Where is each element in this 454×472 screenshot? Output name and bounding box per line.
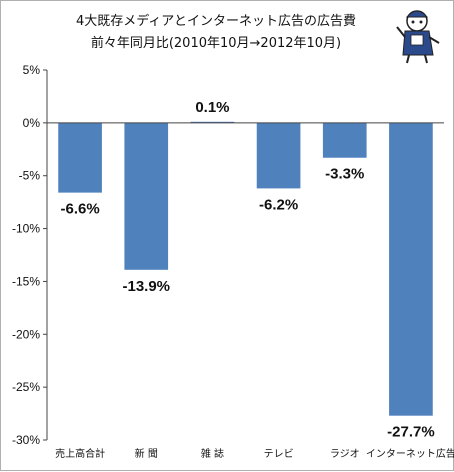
y-tick-label: -20% [12, 327, 40, 341]
y-tick-label: 0% [23, 116, 41, 130]
cartoon-character-icon [396, 10, 440, 64]
data-label: -27.7% [387, 424, 435, 441]
x-category-label: 新 聞 [135, 447, 158, 460]
bar [256, 122, 301, 189]
bar [124, 122, 169, 270]
x-category-label: インターネット広告 [366, 447, 454, 460]
bar [190, 121, 235, 123]
y-tick-label: -10% [12, 222, 40, 236]
y-tick-label: 5% [23, 63, 41, 77]
chart-subtitle: 前々年同月比(2010年10月→2012年10月) [91, 35, 341, 51]
x-category-label: 売上高合計 [55, 447, 105, 460]
data-label: -6.2% [259, 196, 298, 213]
bar [58, 122, 102, 193]
bar [389, 122, 433, 416]
x-category-label: テレビ [264, 448, 294, 460]
data-label: -3.3% [325, 166, 364, 183]
x-category-label: 雑 誌 [201, 447, 224, 460]
data-label: 0.1% [195, 99, 229, 116]
y-tick-label: -30% [12, 433, 40, 447]
y-tick-label: -15% [12, 274, 40, 288]
y-tick-label: -25% [12, 380, 40, 394]
data-label: -13.9% [122, 278, 170, 295]
data-label: -6.6% [60, 201, 99, 218]
chart-title: 4大既存メディアとインターネット広告の広告費 [76, 13, 356, 29]
y-tick-label: -5% [19, 169, 41, 183]
bar [322, 122, 367, 158]
x-category-label: ラジオ [330, 448, 360, 460]
